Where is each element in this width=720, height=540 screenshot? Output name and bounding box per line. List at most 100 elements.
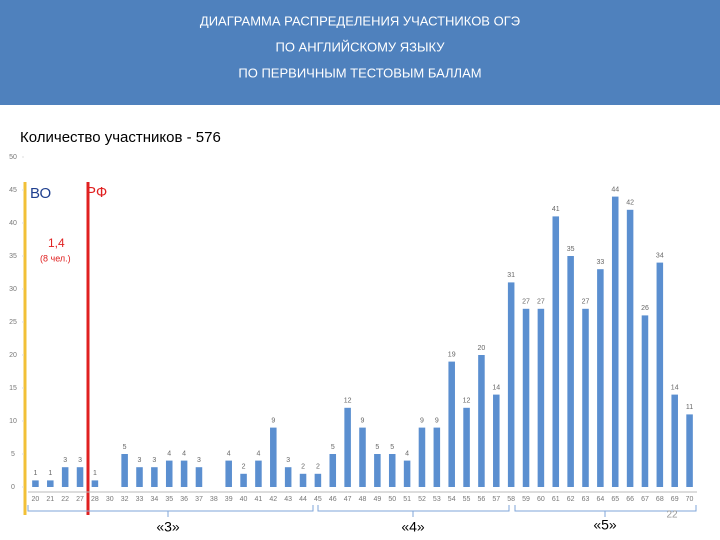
bar [537,308,545,487]
value-label: 4 [182,450,186,457]
value-label: 34 [656,252,664,259]
y-tick-label: 45 [9,187,17,194]
bar [165,460,173,487]
x-tick-label: 63 [582,496,590,503]
bar [151,467,158,487]
x-tick-label: 59 [522,496,530,503]
value-label: 5 [331,444,335,451]
annotation: РФ [86,184,107,201]
x-tick-label: 57 [492,496,500,503]
value-label: 26 [641,305,649,312]
value-label: 3 [138,457,142,464]
value-label: 4 [227,450,231,457]
bar [255,460,262,487]
bar [522,308,530,487]
bar [329,454,337,487]
value-label: 9 [435,417,439,424]
bar [180,460,188,487]
value-label: 5 [390,444,394,451]
y-tick-label: 15 [9,385,17,392]
brace [317,505,510,517]
bar [47,480,54,487]
value-label: 3 [197,457,201,464]
value-label: 3 [78,457,82,464]
value-label: 9 [420,417,424,424]
bar [626,209,634,488]
x-tick-label: 65 [611,496,619,503]
value-label: 27 [582,299,590,306]
y-tick-label: 40 [9,220,17,227]
x-tick-label: 44 [299,496,307,503]
value-label: 14 [671,384,679,391]
y-tick-label: 30 [9,286,17,293]
x-tick-label: 47 [344,496,352,503]
value-label: 44 [611,186,619,193]
x-tick-label: 34 [150,496,158,503]
x-tick-label: 36 [180,496,188,503]
bar [136,467,143,487]
x-tick-label: 48 [359,496,367,503]
value-label: 11 [686,404,693,411]
x-tick-label: 20 [32,496,40,503]
value-label: 4 [167,450,171,457]
value-label: 5 [375,444,379,451]
bar [225,460,232,487]
bar [388,454,396,487]
y-tick-label: 10 [9,418,17,425]
bar [493,394,500,487]
grade-label: «5» [593,517,617,533]
bar [195,467,203,487]
x-tick-label: 38 [210,496,218,503]
x-tick-label: 67 [641,496,649,503]
bar [567,256,574,487]
x-tick-label: 43 [284,496,292,503]
x-tick-label: 46 [329,496,337,503]
y-tick-label: 25 [9,319,17,326]
value-label: 12 [463,398,471,405]
value-label: 3 [63,457,67,464]
x-tick-label: 39 [225,496,233,503]
header-band [0,0,720,105]
bar [463,407,470,487]
value-label: 1 [93,470,97,477]
x-tick-label: 51 [403,496,411,503]
value-label: 2 [301,464,305,471]
value-label: 33 [596,259,604,266]
bar [270,427,277,487]
bar [76,467,84,487]
value-label: 9 [361,417,365,424]
value-label: 20 [478,345,486,352]
bar [671,394,678,487]
subtitle: Количество участников - 576 [20,129,221,146]
value-label: 31 [507,272,515,279]
bar [597,269,604,487]
x-tick-label: 52 [418,496,426,503]
x-tick-label: 68 [656,496,664,503]
value-label: 19 [448,351,456,358]
title-line: ПО АНГЛИЙСКОМУ ЯЗЫКУ [275,39,445,54]
x-tick-label: 42 [269,496,277,503]
x-tick-label: 66 [626,496,634,503]
x-tick-label: 41 [255,496,263,503]
bar [374,454,381,487]
x-tick-label: 69 [671,496,679,503]
value-label: 5 [123,444,127,451]
x-tick-label: 33 [136,496,144,503]
value-label: 2 [242,464,246,471]
value-label: 1 [33,470,37,477]
bar [91,480,99,487]
x-tick-label: 58 [507,496,515,503]
x-tick-label: 49 [373,496,381,503]
y-tick-label: 5 [11,451,15,458]
brace [514,505,697,517]
value-label: 12 [344,398,352,405]
bar [61,467,69,487]
x-tick-label: 64 [596,496,604,503]
value-label: 35 [567,246,575,253]
x-tick-label: 55 [463,496,471,503]
bar [121,454,128,487]
x-tick-label: 56 [478,496,486,503]
value-label: 27 [537,299,545,306]
